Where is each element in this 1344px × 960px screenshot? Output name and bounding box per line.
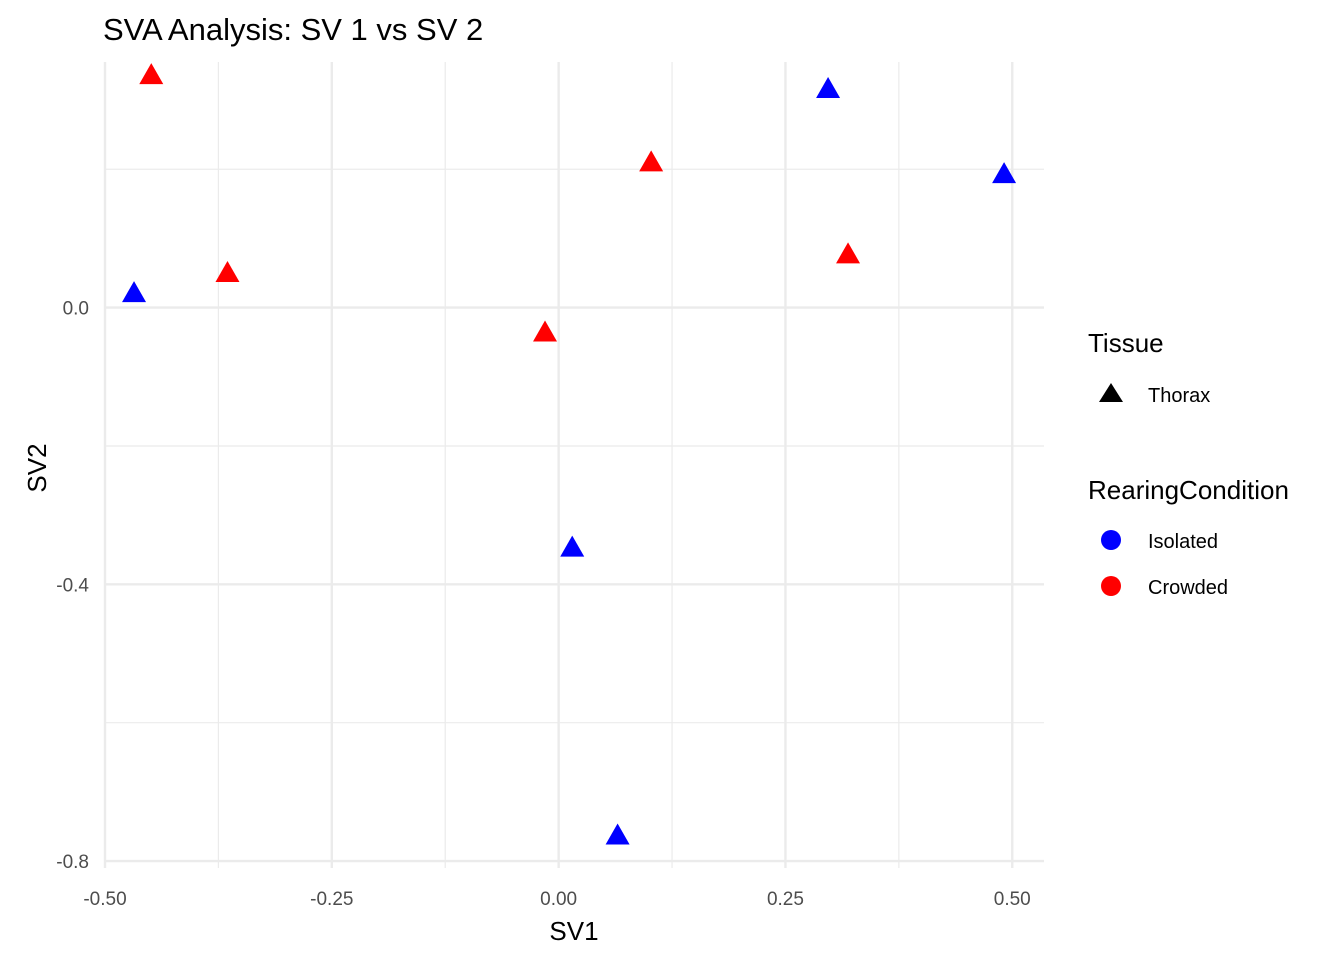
y-axis-tick-labels: -0.8 -0.4 0.0 [56, 299, 89, 873]
y-axis-title: SV2 [22, 443, 52, 492]
major-gridlines [103, 62, 1044, 868]
x-tick-label: 0.00 [540, 889, 577, 910]
chart-title: SVA Analysis: SV 1 vs SV 2 [103, 12, 483, 47]
x-axis-title: SV1 [549, 916, 598, 946]
legend-thorax-triangle-icon [1099, 383, 1123, 402]
data-point-isolated [560, 535, 585, 557]
legend-thorax-label: Thorax [1148, 385, 1210, 407]
x-tick-label: 0.25 [767, 889, 804, 910]
data-point-crowded [215, 261, 240, 283]
x-tick-label: -0.25 [310, 889, 353, 910]
legend: Tissue Thorax RearingCondition Isolated … [1088, 328, 1289, 599]
data-point-crowded [836, 242, 861, 264]
data-point-isolated [605, 823, 630, 845]
data-points [122, 63, 1017, 845]
data-point-crowded [139, 63, 164, 85]
data-point-isolated [816, 76, 841, 98]
data-point-crowded [533, 320, 558, 342]
y-tick-label: 0.0 [63, 299, 89, 320]
legend-condition-title: RearingCondition [1088, 475, 1289, 505]
data-point-isolated [992, 162, 1017, 184]
data-point-isolated [122, 281, 147, 303]
x-tick-label: 0.50 [994, 889, 1031, 910]
x-tick-label: -0.50 [83, 889, 126, 910]
legend-crowded-circle-icon [1101, 576, 1121, 596]
data-point-crowded [639, 150, 664, 172]
y-tick-label: -0.8 [56, 852, 89, 873]
legend-isolated-label: Isolated [1148, 531, 1218, 553]
x-axis-tick-labels: -0.50 -0.25 0.00 0.25 0.50 [83, 889, 1030, 910]
legend-isolated-circle-icon [1101, 530, 1121, 550]
legend-crowded-label: Crowded [1148, 577, 1228, 599]
legend-tissue-title: Tissue [1088, 328, 1164, 358]
y-tick-label: -0.4 [56, 575, 89, 596]
minor-gridlines [105, 62, 1044, 868]
